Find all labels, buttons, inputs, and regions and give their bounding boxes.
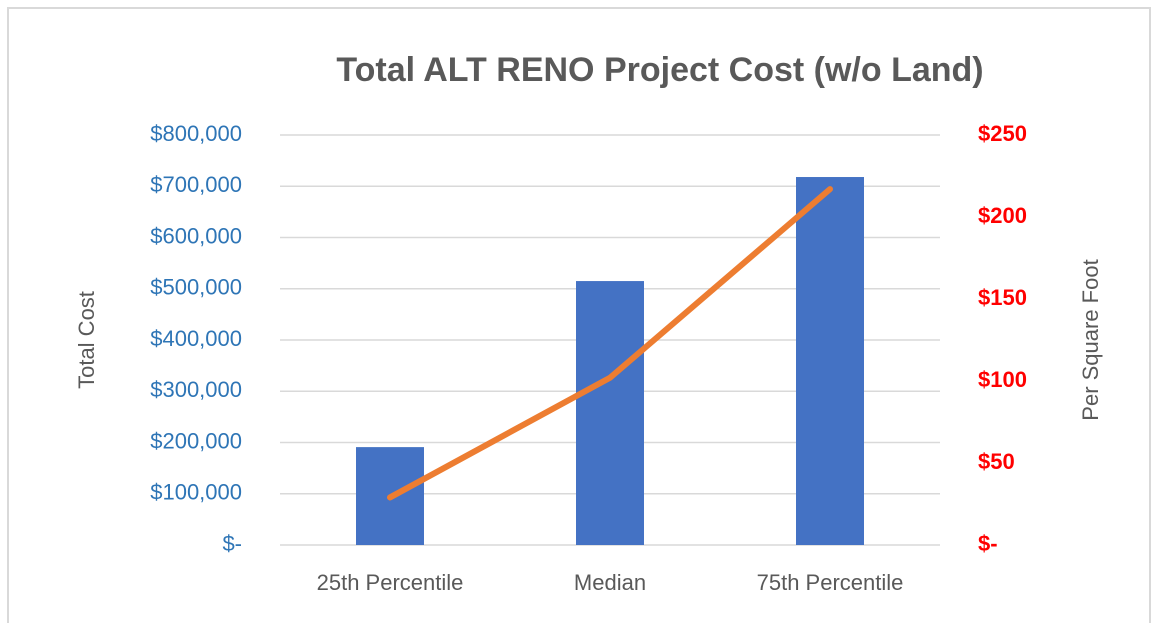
y-tick-label: $400,000: [150, 326, 242, 351]
x-tick-label: Median: [574, 570, 646, 595]
y2-tick-label: $250: [978, 121, 1027, 146]
x-tick-label: 25th Percentile: [317, 570, 464, 595]
y2-tick-label: $200: [978, 203, 1027, 228]
y-tick-label: $200,000: [150, 428, 242, 453]
bar: [576, 281, 644, 545]
y2-tick-label: $50: [978, 449, 1015, 474]
y2-tick-label: $-: [978, 531, 998, 556]
y-tick-label: $100,000: [150, 480, 242, 505]
y-tick-label: $700,000: [150, 172, 242, 197]
y-tick-label: $-: [222, 531, 242, 556]
y-tick-label: $500,000: [150, 275, 242, 300]
chart-title: Total ALT RENO Project Cost (w/o Land): [336, 51, 983, 89]
y-axis-title: Total Cost: [74, 291, 99, 389]
line: [387, 186, 833, 501]
y2-axis-title: Per Square Foot: [1078, 259, 1103, 420]
y2-tick-label: $150: [978, 285, 1027, 310]
y-tick-label: $600,000: [150, 223, 242, 248]
bar: [796, 177, 864, 545]
y-tick-label: $300,000: [150, 377, 242, 402]
y2-tick-label: $100: [978, 367, 1027, 392]
y-tick-label: $800,000: [150, 121, 242, 146]
x-tick-label: 75th Percentile: [757, 570, 904, 595]
